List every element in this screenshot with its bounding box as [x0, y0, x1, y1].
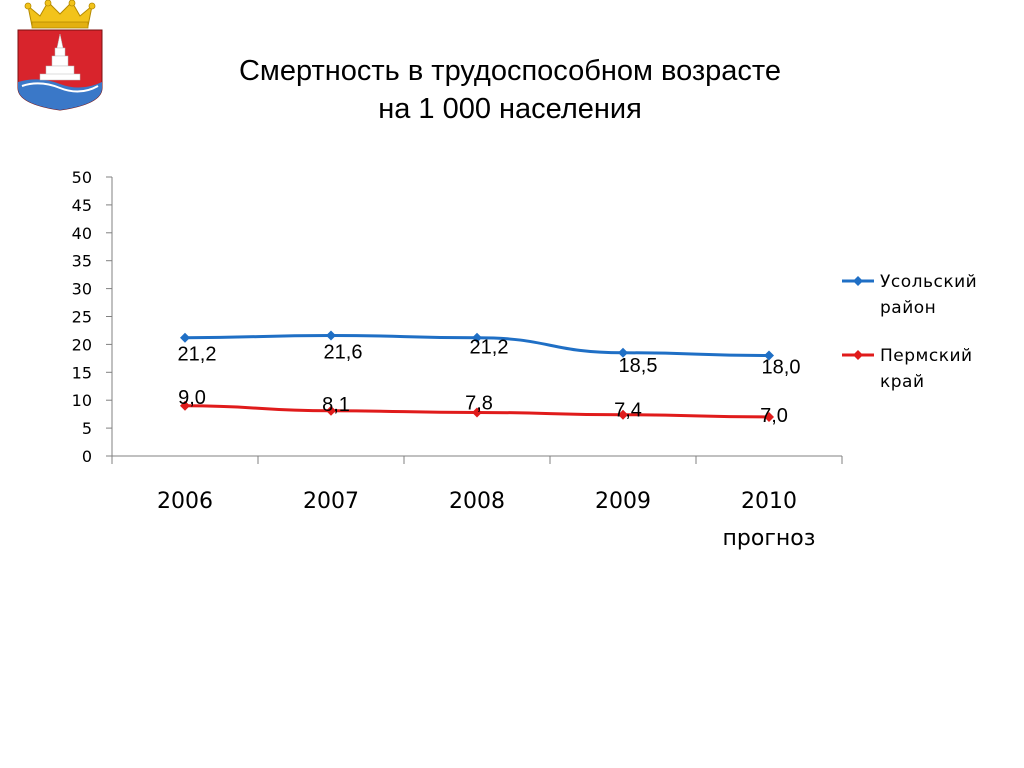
x-category-label: 2010 [741, 489, 797, 514]
data-label: 21,2 [178, 344, 217, 366]
data-label: 8,1 [322, 394, 350, 416]
data-point-marker [326, 330, 336, 341]
data-label: 18,5 [619, 355, 658, 377]
y-tick-label: 25 [72, 308, 92, 327]
chart-title: Смертность в трудоспособном возрасте на … [200, 52, 820, 128]
x-category-label: 2009 [595, 489, 651, 514]
data-label: 7,0 [760, 405, 788, 427]
legend-label: Усольский [880, 272, 977, 292]
data-point-marker [472, 332, 482, 343]
data-label: 21,2 [470, 337, 509, 359]
x-category-label: 2006 [157, 489, 213, 514]
y-tick-label: 15 [72, 363, 92, 382]
data-label: 9,0 [178, 387, 206, 409]
coat-of-arms-icon [17, 0, 103, 111]
legend-label: Пермский [880, 346, 973, 366]
title-line-2: на 1 000 населения [378, 93, 642, 125]
data-label: 21,6 [324, 341, 363, 363]
x-category-label: прогноз [723, 526, 816, 551]
data-point-marker [618, 409, 628, 420]
tower-icon [39, 33, 81, 81]
legend-marker [853, 276, 863, 286]
data-point-marker [180, 332, 190, 343]
legend-marker [853, 350, 863, 360]
title-line-1: Смертность в трудоспособном возрасте [238, 55, 782, 87]
data-point-marker [764, 411, 774, 422]
data-point-marker [326, 405, 336, 416]
legend-label: край [880, 372, 925, 392]
legend-label: район [880, 298, 936, 318]
y-tick-label: 35 [72, 252, 92, 271]
data-point-marker [764, 350, 774, 361]
y-tick-label: 50 [72, 168, 92, 187]
y-tick-label: 45 [72, 196, 92, 215]
y-tick-label: 0 [82, 447, 92, 466]
x-category-label: 2008 [449, 489, 505, 514]
data-point-marker [472, 407, 482, 418]
y-tick-label: 30 [72, 280, 92, 299]
data-point-marker [618, 347, 628, 358]
y-tick-label: 10 [72, 391, 92, 410]
data-label: 7,4 [614, 400, 642, 422]
x-category-label: 2007 [303, 489, 359, 514]
data-label: 18,0 [762, 357, 801, 379]
data-point-marker [180, 400, 190, 411]
y-tick-label: 20 [72, 335, 92, 354]
crown-icon [24, 0, 96, 29]
y-tick-label: 5 [82, 419, 92, 438]
y-tick-label: 40 [72, 224, 92, 243]
data-label: 7,8 [465, 392, 493, 414]
